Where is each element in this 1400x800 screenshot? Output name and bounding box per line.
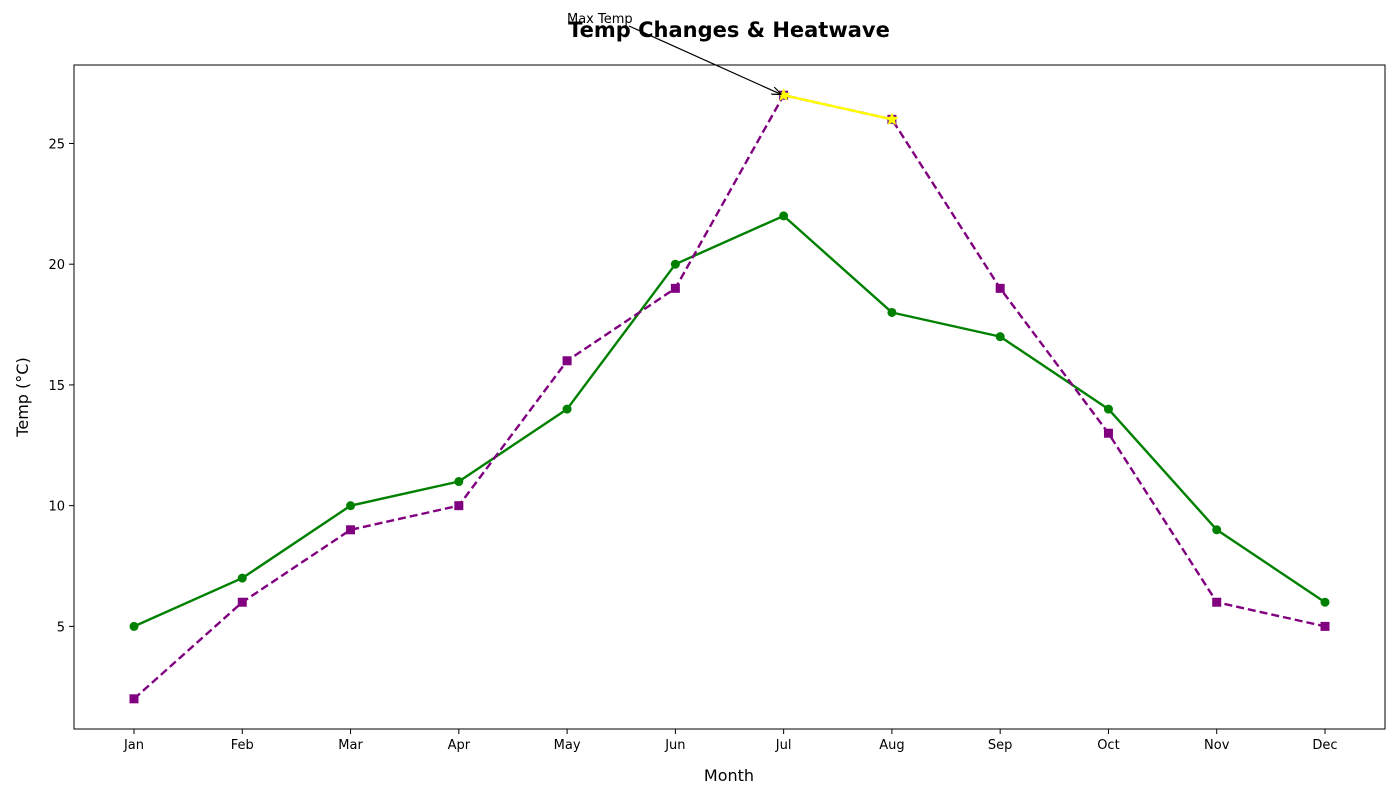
series-1-point [995,332,1005,342]
y-tick-label: 15 [48,379,65,394]
series-2-point [1320,621,1330,631]
chart-title: Temp Changes & Heatwave [568,18,890,42]
series-line-1 [133,214,1326,628]
y-axis-label: Temp (°C) [13,357,32,437]
y-tick-label: 5 [57,620,65,635]
x-tick-label: Dec [1312,738,1337,753]
x-tick-label: Mar [338,738,363,753]
series-2-point [1212,597,1222,607]
plot-frame [73,64,1386,730]
series-1-point [1212,525,1222,535]
heatwave-point [776,88,791,101]
series-1-point [346,501,356,511]
x-tick-label: May [554,738,581,753]
series-2-point [1103,428,1113,438]
heatwave-line [783,94,893,121]
x-tick-label: Aug [879,738,904,753]
series-2-point [995,283,1005,293]
series-1-point [1320,597,1330,607]
series-1-point [454,477,464,487]
series-1-point [887,307,897,317]
annotation-text: Max Temp [567,12,633,27]
x-axis-label: Month [704,766,754,785]
x-tick-label: Jan [123,738,144,753]
series-1-point [1103,404,1113,414]
series-2-point [129,694,139,704]
series-2-point [562,356,572,366]
x-tick-label: Feb [231,738,254,753]
series-1-point [779,211,789,221]
series-2-point [670,283,680,293]
heatwave-point [885,112,899,125]
series-1-point [670,259,680,269]
y-tick-label: 20 [48,258,65,273]
x-tick-label: Jun [664,738,685,753]
x-tick-label: Jul [775,738,792,753]
series-1-point [562,404,572,414]
x-tick-label: Nov [1204,738,1230,753]
series-1-point [237,573,247,583]
x-tick-label: Apr [448,738,471,753]
plot-area: Jan Feb Mar Apr May Jun Jul Aug Sep Oct Nov Dec 5 10 1… [48,12,1386,753]
x-tick-label: Sep [988,738,1013,753]
series-line-2 [133,93,1326,700]
y-tick-label: 10 [48,500,65,515]
series-1-point [129,621,139,631]
x-tick-label: Oct [1097,738,1119,753]
annotation-arrow [628,25,781,94]
series-2-point [454,501,464,511]
y-tick-label: 25 [48,137,65,152]
series-2-point [346,525,356,535]
series-2-point [237,597,247,607]
